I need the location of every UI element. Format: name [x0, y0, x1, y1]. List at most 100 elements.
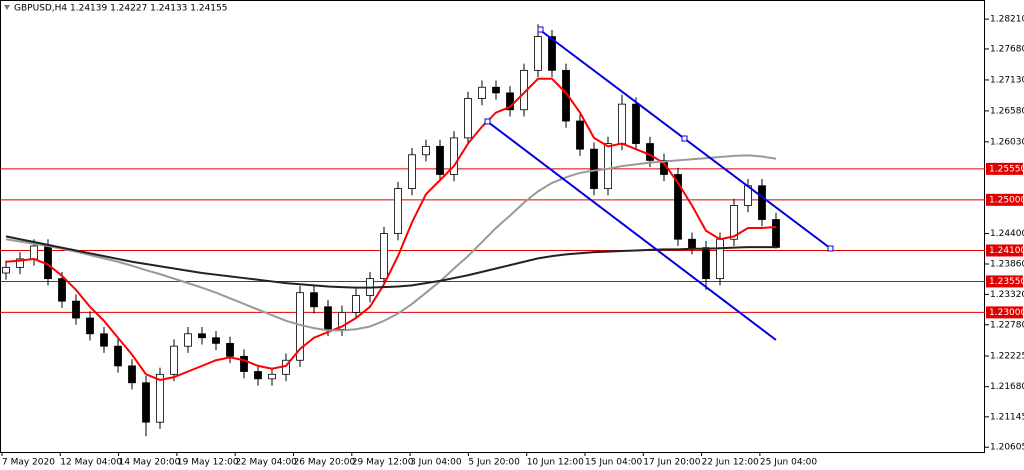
candle-body [604, 143, 612, 189]
anchor [484, 118, 491, 125]
candle-body [16, 258, 24, 268]
level-badge [986, 193, 1023, 206]
y-tick-label: 1.22780 [990, 320, 1024, 330]
y-tick-label: 1.22225 [990, 352, 1024, 362]
candle-body [646, 143, 654, 161]
candle-body [226, 342, 234, 357]
y-tick-label: 1.21145 [990, 412, 1024, 422]
candle-body [688, 238, 696, 249]
candle-body [548, 36, 556, 71]
level-label: 1.23000 [989, 308, 1024, 318]
candle-body [380, 233, 388, 280]
candle-body [254, 371, 262, 380]
level-label: 1.25550 [989, 164, 1024, 174]
candle-body [72, 300, 80, 319]
candle-body [674, 174, 682, 240]
candle-body [30, 245, 38, 260]
moving-average [5, 235, 776, 289]
x-tick-label: 7 May 2020 [2, 458, 55, 468]
candle-body [212, 337, 220, 344]
candle-body [44, 245, 52, 280]
y-tick-label: 1.23320 [990, 290, 1024, 300]
candle-body [478, 86, 486, 99]
candle-body [114, 345, 122, 367]
candle-body [198, 333, 206, 339]
y-tick-label: 1.26580 [990, 106, 1024, 116]
candle-body [534, 36, 542, 71]
candle-body [562, 69, 570, 122]
candle-body [450, 137, 458, 175]
level-label: 1.24100 [989, 246, 1024, 256]
level-label: 1.23550 [989, 277, 1024, 287]
y-tick-label: 1.21680 [990, 382, 1024, 392]
y-tick-label: 1.23860 [990, 259, 1024, 269]
candle-body [506, 92, 514, 111]
y-tick-label: 1.20605 [990, 443, 1024, 453]
moving-average [5, 154, 777, 332]
channel-lower [487, 121, 777, 341]
candle-body [436, 145, 444, 175]
moving-average [5, 77, 777, 381]
x-tick-label: 10 Jun 12:00 [527, 458, 584, 468]
candle-body [128, 365, 136, 384]
candle-body [86, 317, 94, 335]
y-tick-label: 1.26030 [990, 137, 1024, 147]
x-tick-label: 26 May 20:00 [294, 458, 356, 468]
candle-body [184, 333, 192, 347]
candle-body [716, 238, 724, 280]
chart-title: GBPUSD,H4 1.24139 1.24227 1.24133 1.2415… [14, 4, 227, 14]
x-tick-label: 14 May 20:00 [119, 458, 181, 468]
candle-body [324, 306, 332, 330]
candle-body [142, 382, 150, 423]
candle-body [632, 103, 640, 144]
x-tick-label: 17 Jun 20:00 [643, 458, 700, 468]
x-tick-label: 5 Jun 20:00 [468, 458, 520, 468]
candle-body [576, 120, 584, 150]
y-tick-label: 1.24400 [990, 229, 1024, 239]
candle-body [310, 292, 318, 308]
candle-body [730, 205, 738, 240]
marks [0, 24, 985, 437]
candle-body [422, 145, 430, 156]
plot-frame [0, 0, 985, 453]
anchor [537, 26, 544, 33]
candle-body [338, 312, 346, 330]
anchor [827, 245, 834, 252]
x-tick-label: 19 May 12:00 [177, 458, 239, 468]
candle-body [156, 373, 164, 423]
candle-body [408, 154, 416, 189]
x-tick-label: 3 Jun 04:00 [410, 458, 462, 468]
x-tick-label: 22 Jun 12:00 [702, 458, 759, 468]
y-tick-label: 1.27130 [990, 75, 1024, 85]
x-tick-label: 29 May 12:00 [352, 458, 414, 468]
y-tick-label: 1.27680 [990, 44, 1024, 54]
y-tick-label: 1.28210 [990, 15, 1024, 25]
candle-body [170, 345, 178, 375]
candle-body [772, 219, 780, 248]
level-label: 1.25000 [989, 195, 1024, 205]
level-badge [986, 244, 1023, 257]
x-tick-label: 22 May 04:00 [235, 458, 297, 468]
symbol-icon [4, 5, 10, 10]
candle-body [702, 247, 710, 280]
level-badge [986, 162, 1023, 175]
candle-body [758, 185, 766, 220]
level-badge [986, 306, 1023, 319]
candle-body [100, 333, 108, 347]
candle-body [268, 373, 276, 380]
candle-body [2, 266, 10, 274]
candle-body [464, 98, 472, 139]
x-tick-label: 15 Jun 04:00 [585, 458, 642, 468]
candle-body [240, 355, 248, 372]
x-tick-label: 25 Jun 04:00 [760, 458, 817, 468]
candle-body [58, 278, 66, 302]
candle-body [492, 86, 500, 94]
anchor [681, 135, 688, 142]
candle-body [590, 148, 598, 189]
candle-body [394, 188, 402, 234]
candle-body [618, 103, 626, 144]
candle-body [352, 295, 360, 313]
x-tick-label: 12 May 04:00 [60, 458, 122, 468]
level-badge [986, 275, 1023, 288]
